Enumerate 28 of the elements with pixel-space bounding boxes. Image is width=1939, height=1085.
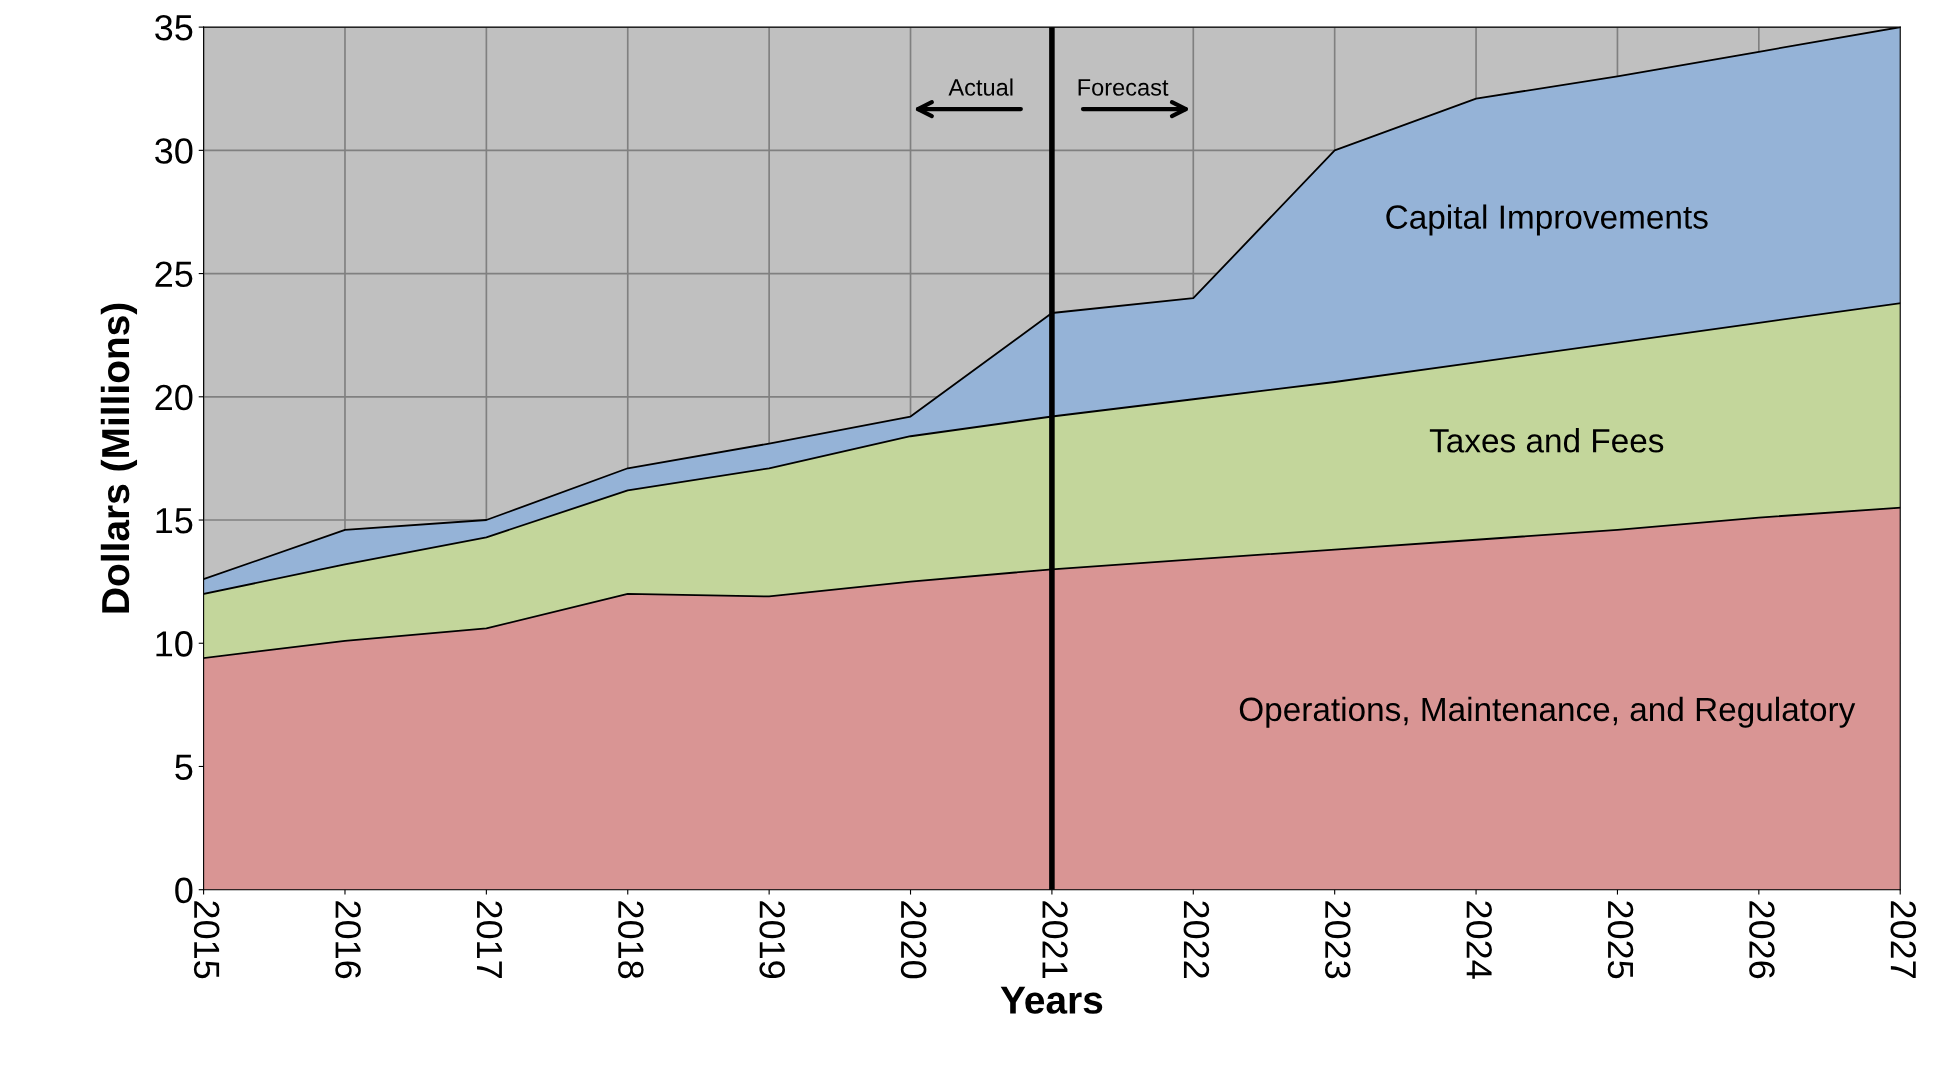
x-tick-label: 2020 <box>900 901 927 979</box>
x-tick-label: 2017 <box>476 901 503 978</box>
series-label: Capital Improvements <box>1386 204 1708 236</box>
x-tick-label: 2016 <box>335 901 361 979</box>
x-tick-label: 2021 <box>1042 901 1068 978</box>
y-tick-label: 25 <box>155 261 193 288</box>
y-tick-label: 20 <box>155 384 193 411</box>
y-tick-label: 15 <box>156 508 193 534</box>
x-tick-label: 2027 <box>1890 901 1917 978</box>
x-tick-label: 2023 <box>1324 901 1351 979</box>
y-tick-label: 0 <box>175 877 193 904</box>
y-tick-label: 10 <box>156 631 193 657</box>
x-tick-label: 2026 <box>1749 901 1775 979</box>
series-label: Operations, Maintenance, and Regulatory <box>1239 696 1856 728</box>
y-axis-title: Dollars (Millions) <box>100 303 138 613</box>
y-tick-label: 30 <box>155 138 193 164</box>
x-tick-label: 2024 <box>1466 901 1492 979</box>
x-tick-label: 2019 <box>759 901 786 979</box>
x-tick-label: 2015 <box>193 901 220 979</box>
x-tick-label: 2025 <box>1607 901 1634 979</box>
y-tick-label: 5 <box>175 754 193 780</box>
x-tick-label: 2018 <box>618 901 644 979</box>
series-label: Taxes and Fees <box>1429 428 1664 453</box>
y-tick-label: 35 <box>155 14 193 41</box>
x-tick-label: 2022 <box>1183 901 1210 978</box>
annotation: Forecast <box>1078 79 1169 96</box>
x-axis-title: Years <box>1000 986 1103 1014</box>
annotation: Actual <box>948 78 1013 96</box>
